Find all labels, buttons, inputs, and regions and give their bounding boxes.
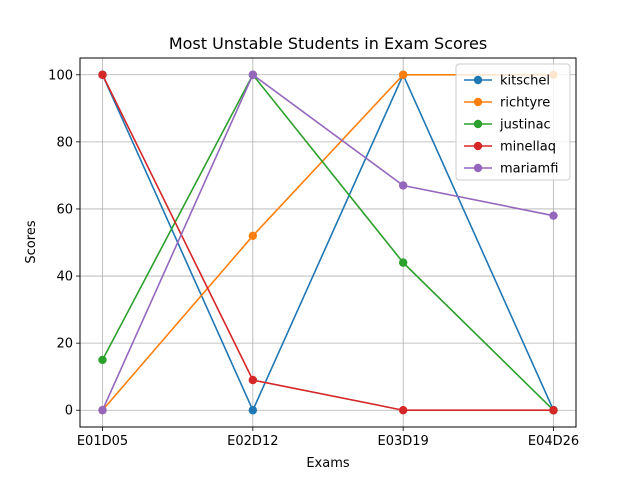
legend-swatch-marker: [473, 141, 483, 151]
series-line: [101, 74, 554, 412]
data-point: [398, 70, 408, 79]
axis-ticks: E01D05 E02D12 E03D19 E04D26 0 20 40 60 80 100: [48, 68, 579, 449]
y-tick-label: 20: [56, 337, 73, 352]
x-tick-label: E01D05: [77, 434, 128, 449]
data-point: [98, 355, 107, 365]
legend-label: justinac: [499, 118, 551, 133]
chart-title: Most Unstable Students in Exam Scores: [169, 34, 487, 53]
series-mariamfi: [98, 70, 558, 415]
series-line: [101, 73, 554, 411]
y-tick-label: 0: [65, 404, 73, 419]
legend-item-justinac: justinac: [464, 118, 551, 133]
data-point: [98, 406, 107, 415]
legend-item-mariamfi: mariamfi: [464, 162, 558, 177]
legend: kitschel richtyre justinac minellaq mariamfi: [455, 63, 571, 181]
y-tick-label: 40: [56, 270, 73, 285]
series-minellaq: [98, 70, 558, 415]
data-point: [398, 406, 408, 415]
data-point: [248, 375, 258, 385]
legend-swatch-marker: [473, 163, 483, 173]
data-point: [248, 70, 258, 79]
legend-item-kitschel: kitschel: [464, 74, 550, 89]
legend-item-minellaq: minellaq: [464, 140, 556, 155]
y-axis-label: Scores: [24, 220, 39, 263]
legend-swatch-marker: [473, 75, 483, 85]
legend-item-richtyre: richtyre: [464, 96, 550, 111]
series-line: [101, 73, 555, 411]
data-point: [549, 211, 558, 220]
legend-label: richtyre: [500, 96, 550, 111]
x-tick-label: E03D19: [378, 434, 429, 449]
data-point: [398, 258, 408, 267]
legend-label: minellaq: [500, 140, 556, 155]
legend-box: [455, 63, 571, 181]
x-axis-label: Exams: [306, 456, 350, 471]
data-point: [98, 70, 107, 79]
data-point: [248, 231, 258, 240]
y-tick-label: 80: [56, 135, 73, 150]
y-tick-label: 100: [48, 68, 73, 83]
legend-swatch-marker: [473, 119, 483, 129]
x-tick-label: E04D26: [528, 434, 579, 449]
legend-label: kitschel: [500, 74, 550, 89]
data-point: [549, 406, 558, 415]
data-point: [398, 181, 408, 190]
x-tick-label: E02D12: [227, 434, 278, 449]
legend-label: mariamfi: [500, 162, 558, 177]
legend-swatch-marker: [473, 97, 483, 107]
y-tick-label: 60: [56, 202, 73, 217]
plot-frame: [79, 57, 577, 428]
data-point: [248, 406, 258, 415]
